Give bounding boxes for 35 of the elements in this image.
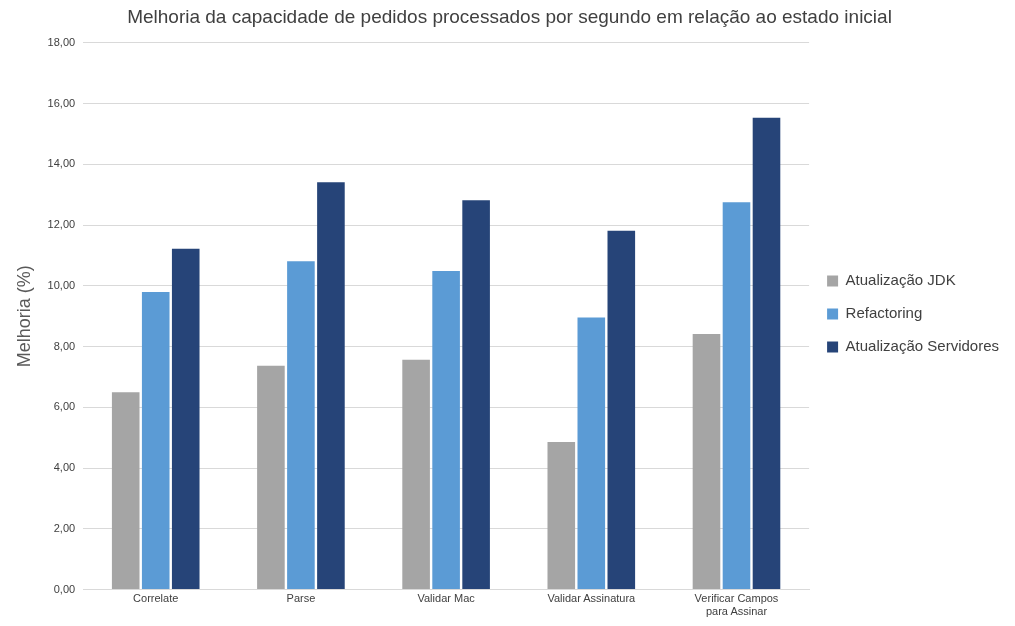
y-tick-label: 6,00 — [53, 400, 76, 413]
y-tick-label: 4,00 — [53, 461, 76, 474]
y-tick-label: 10,00 — [47, 278, 76, 291]
y-tick-label: 14,00 — [47, 157, 76, 170]
legend-label: Atualização Servidores — [845, 337, 1000, 355]
y-tick-label: 12,00 — [47, 218, 76, 231]
bar — [692, 334, 721, 590]
y-tick-label: 0,00 — [53, 582, 76, 595]
bar — [317, 182, 345, 590]
bar — [547, 441, 576, 590]
bar — [432, 270, 460, 590]
bar — [257, 365, 285, 590]
y-axis-title: Melhoria (%) — [13, 265, 34, 368]
x-tick-label: Validar Mac — [417, 592, 476, 605]
legend-label: Refactoring — [845, 304, 923, 322]
x-tick-label: Correlate — [133, 592, 179, 605]
bar — [111, 392, 140, 590]
bar — [752, 117, 781, 590]
x-tick-label: Parse — [286, 592, 316, 605]
y-tick-label: 18,00 — [47, 35, 76, 48]
x-tick-label: Validar Assinatura — [547, 592, 637, 605]
bar — [462, 200, 490, 590]
bar — [171, 248, 200, 590]
bar — [287, 261, 315, 590]
chart-title: Melhoria da capacidade de pedidos processados por segundo em relação ao estado inicial — [127, 5, 892, 27]
bar — [402, 359, 430, 590]
x-tick-label: Verificar Campos para Assinar — [694, 592, 779, 618]
y-tick-label: 16,00 — [47, 96, 76, 109]
y-tick-label: 8,00 — [53, 339, 76, 352]
bar — [722, 202, 751, 590]
legend-label: Atualização JDK — [845, 271, 956, 289]
bar — [577, 317, 606, 590]
y-tick-label: 2,00 — [53, 521, 76, 534]
bar — [141, 291, 170, 590]
bar — [607, 230, 636, 590]
